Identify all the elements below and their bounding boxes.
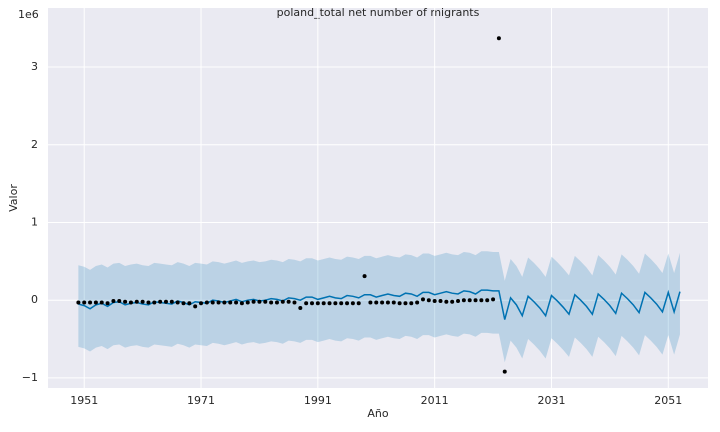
y-tick-label: −1	[22, 371, 38, 384]
x-tick-label: 2051	[654, 394, 682, 407]
observation-point	[111, 298, 116, 303]
observation-point	[169, 299, 174, 304]
y-tick-label: 3	[31, 60, 38, 73]
observation-point	[415, 300, 420, 305]
observation-point	[88, 300, 93, 305]
observation-point	[280, 299, 285, 304]
observation-point	[339, 301, 344, 306]
observation-point	[403, 301, 408, 306]
observation-point	[391, 300, 396, 305]
observation-point	[310, 301, 314, 306]
observation-point	[239, 301, 244, 306]
y-tick-label: 2	[31, 138, 38, 151]
observation-point	[409, 301, 414, 306]
observation-point	[438, 298, 443, 303]
observation-point	[216, 300, 221, 305]
observation-point	[467, 298, 472, 303]
observation-point	[228, 300, 233, 305]
observation-point	[502, 369, 507, 374]
x-tick-label: 1971	[187, 394, 215, 407]
plot-area	[48, 8, 708, 388]
observation-point	[473, 298, 478, 303]
observation-point	[333, 301, 338, 306]
x-axis-label: Año	[367, 407, 388, 420]
observation-point	[82, 300, 87, 305]
observation-point	[222, 300, 227, 305]
observation-point	[117, 298, 122, 303]
observation-point	[163, 299, 168, 304]
observation-point	[128, 300, 133, 305]
observation-point	[298, 305, 303, 310]
observation-point	[146, 300, 151, 305]
observation-point	[304, 301, 309, 306]
observation-point	[193, 304, 198, 309]
observation-point	[456, 298, 461, 303]
observation-point	[123, 299, 128, 304]
observation-point	[380, 300, 385, 305]
observation-point	[140, 299, 145, 304]
observation-point	[175, 300, 180, 305]
observation-point	[134, 299, 139, 304]
observation-point	[496, 36, 501, 41]
observation-point	[397, 301, 402, 306]
observation-point	[491, 297, 496, 302]
observation-point	[327, 301, 332, 306]
observation-point	[187, 301, 192, 306]
observation-point	[368, 300, 373, 305]
observation-point	[292, 300, 297, 305]
observation-point	[263, 299, 268, 304]
x-tick-label: 2011	[421, 394, 449, 407]
observation-point	[345, 301, 350, 306]
observation-point	[257, 299, 262, 304]
observation-point	[426, 298, 431, 303]
observation-point	[444, 299, 449, 304]
chart-title: poland_total net number of migrants	[277, 6, 480, 19]
observation-point	[210, 300, 215, 305]
observation-point	[234, 300, 239, 305]
y-tick-label: 0	[31, 293, 38, 306]
observation-point	[350, 301, 355, 306]
uncertainty-band	[78, 251, 680, 363]
observation-point	[286, 299, 291, 304]
observation-point	[152, 300, 157, 305]
x-tick-label: 1991	[304, 394, 332, 407]
observation-point	[93, 300, 98, 305]
observation-point	[485, 298, 490, 303]
observation-point	[99, 300, 104, 305]
observation-point	[479, 298, 484, 303]
y-axis-label: Valor	[7, 184, 20, 212]
y-tick-label: 1	[31, 215, 38, 228]
observation-point	[362, 274, 367, 279]
observation-point	[204, 300, 209, 305]
observation-point	[274, 300, 279, 305]
observation-point	[321, 301, 326, 306]
observation-point	[356, 301, 361, 306]
observation-point	[420, 297, 425, 302]
x-tick-label: 1951	[70, 394, 98, 407]
observation-point	[385, 300, 390, 305]
observation-point	[432, 298, 437, 303]
observation-point	[199, 301, 204, 306]
observation-point	[245, 300, 250, 305]
observation-point	[269, 300, 274, 305]
observation-point	[450, 299, 455, 304]
y-offset-label: 1e6	[18, 8, 39, 21]
observation-point	[181, 301, 186, 306]
x-tick-label: 2031	[537, 394, 565, 407]
observation-point	[374, 300, 379, 305]
observation-point	[105, 301, 110, 306]
observation-point	[251, 299, 256, 304]
observation-point	[461, 298, 466, 303]
observation-point	[76, 300, 81, 305]
observation-point	[315, 301, 320, 306]
observation-point	[158, 299, 163, 304]
